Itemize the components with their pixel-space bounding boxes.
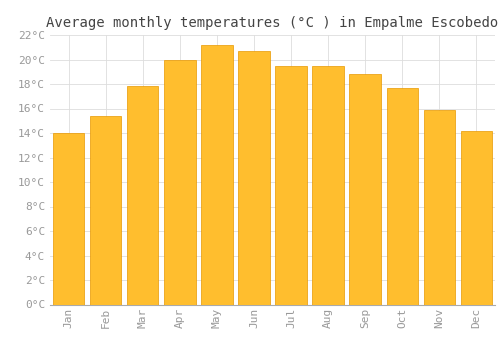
Bar <box>350 74 381 304</box>
Bar <box>460 131 492 304</box>
Bar <box>53 133 84 304</box>
Bar <box>127 86 158 304</box>
Bar <box>90 116 122 304</box>
Title: Average monthly temperatures (°C ) in Empalme Escobedo: Average monthly temperatures (°C ) in Em… <box>46 16 498 30</box>
Bar <box>164 60 196 304</box>
Bar <box>238 51 270 304</box>
Bar <box>386 88 418 304</box>
Bar <box>312 66 344 304</box>
Bar <box>424 110 455 304</box>
Bar <box>276 66 307 304</box>
Bar <box>201 45 232 304</box>
